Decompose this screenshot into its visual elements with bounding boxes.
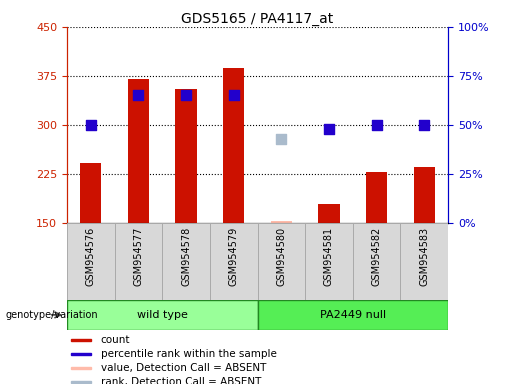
- Text: GSM954583: GSM954583: [419, 227, 429, 286]
- Bar: [223, 68, 245, 223]
- Point: [87, 122, 95, 128]
- Bar: [258, 300, 448, 330]
- Bar: [210, 223, 258, 300]
- Point: [182, 92, 190, 98]
- Text: value, Detection Call = ABSENT: value, Detection Call = ABSENT: [101, 363, 266, 373]
- Text: rank, Detection Call = ABSENT: rank, Detection Call = ABSENT: [101, 377, 261, 384]
- Bar: [258, 223, 305, 300]
- Text: GSM954577: GSM954577: [133, 227, 143, 286]
- Bar: [71, 339, 92, 341]
- Point: [325, 126, 333, 132]
- Bar: [67, 300, 258, 330]
- Bar: [71, 367, 92, 369]
- Point: [372, 122, 381, 128]
- Text: genotype/variation: genotype/variation: [5, 310, 98, 320]
- Text: percentile rank within the sample: percentile rank within the sample: [101, 349, 277, 359]
- Text: GSM954581: GSM954581: [324, 227, 334, 286]
- Text: GSM954582: GSM954582: [372, 227, 382, 286]
- Title: GDS5165 / PA4117_at: GDS5165 / PA4117_at: [181, 12, 334, 26]
- Bar: [318, 204, 340, 223]
- Bar: [353, 223, 401, 300]
- Bar: [162, 223, 210, 300]
- Text: count: count: [101, 335, 130, 345]
- Point: [134, 92, 143, 98]
- Point: [277, 136, 285, 142]
- Bar: [175, 89, 197, 223]
- Bar: [71, 353, 92, 355]
- Bar: [114, 223, 162, 300]
- Point: [230, 92, 238, 98]
- Bar: [71, 381, 92, 383]
- Bar: [305, 223, 353, 300]
- Bar: [80, 163, 101, 223]
- Text: GSM954579: GSM954579: [229, 227, 238, 286]
- Text: GSM954578: GSM954578: [181, 227, 191, 286]
- Text: wild type: wild type: [137, 310, 187, 320]
- Bar: [366, 172, 387, 223]
- Bar: [128, 79, 149, 223]
- Bar: [270, 222, 292, 223]
- Text: GSM954580: GSM954580: [277, 227, 286, 286]
- Text: GSM954576: GSM954576: [86, 227, 96, 286]
- Bar: [67, 223, 115, 300]
- Point: [420, 122, 428, 128]
- Bar: [401, 223, 448, 300]
- Text: PA2449 null: PA2449 null: [320, 310, 386, 320]
- Bar: [414, 167, 435, 223]
